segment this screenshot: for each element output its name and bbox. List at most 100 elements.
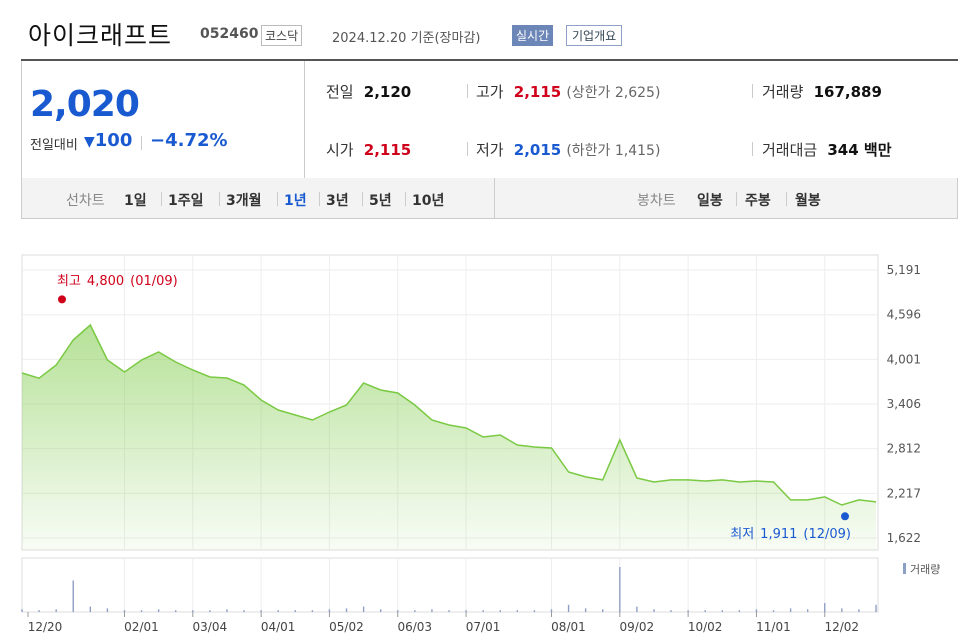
separator <box>141 136 142 150</box>
tab[interactable]: 1주일 <box>168 193 204 209</box>
market-badge: 코스닥 <box>261 25 303 46</box>
info-label: 저가 <box>476 141 504 159</box>
low-annotation-part: 1,911 <box>760 527 797 542</box>
volume-bar <box>670 610 672 612</box>
volume-bar <box>209 610 211 612</box>
volume-bar <box>328 609 331 612</box>
line <box>21 323 877 506</box>
volume-bar <box>721 610 723 612</box>
price-box <box>21 61 305 178</box>
tab[interactable]: 일봉 <box>697 193 723 209</box>
separator <box>405 192 406 206</box>
info-sub: (상한가 2,625) <box>566 85 661 101</box>
tab-label: 선차트 <box>66 193 105 209</box>
y-tick-label: 4,001 <box>887 352 921 366</box>
volume-bar <box>772 610 775 612</box>
info-label: 전일 <box>326 83 354 101</box>
info-cell: 거래대금 344 백만 <box>762 139 892 160</box>
volume-bar <box>362 606 365 612</box>
separator <box>786 192 787 206</box>
area <box>22 325 876 550</box>
tab[interactable]: 월봉 <box>795 193 821 209</box>
low-annotation-part: (12/09) <box>803 527 851 542</box>
info-value: 2,120 <box>363 83 412 101</box>
x-tick-label: 04/01 <box>261 620 296 634</box>
info-cell: 저가 2,015 (하한가 1,415) <box>476 139 660 160</box>
low-annotation: 최저 1,911 (12/09) <box>730 527 851 542</box>
separator <box>752 84 753 98</box>
volume-bar <box>755 609 758 612</box>
x-tick-label: 12/02 <box>824 620 859 634</box>
info-label: 고가 <box>476 83 504 101</box>
separator <box>494 178 495 218</box>
volume-bar <box>414 610 416 612</box>
separator <box>319 192 320 206</box>
volume-bar <box>192 610 194 612</box>
tab[interactable]: 3년 <box>326 193 349 209</box>
volume-bar <box>653 609 655 612</box>
x-tick-label: 06/03 <box>397 620 432 634</box>
x-tick-label: 05/02 <box>329 620 364 634</box>
volume-frame <box>21 557 879 613</box>
tab[interactable]: 10년 <box>412 193 445 209</box>
volume-bar <box>584 608 587 612</box>
info-value: 167,889 <box>813 83 882 101</box>
volume-bar <box>311 610 314 612</box>
x-tick-label: 11/01 <box>756 620 791 634</box>
separator <box>467 84 468 98</box>
y-tick-label: 4,596 <box>887 308 921 322</box>
volume-bar <box>123 610 126 612</box>
separator <box>362 192 363 206</box>
volume-bar <box>704 610 706 612</box>
high-annotation: 최고 4,800 (01/09) <box>57 274 178 289</box>
volume-bar <box>824 603 826 612</box>
volume-bar <box>789 608 792 612</box>
tab-label: 봉차트 <box>637 193 676 209</box>
volume-bar <box>636 606 638 612</box>
low-marker <box>841 512 849 521</box>
info-cell: 고가 2,115 (상한가 2,625) <box>476 81 660 102</box>
company-button[interactable]: 기업개요 <box>566 25 623 46</box>
info-label: 거래량 <box>762 83 804 101</box>
volume-legend-mark <box>903 563 906 574</box>
volume-bar <box>175 610 177 612</box>
x-tick-label: 10/02 <box>688 620 723 634</box>
y-tick-label: 2,812 <box>887 442 921 456</box>
realtime-button[interactable]: 실시간 <box>512 25 554 46</box>
volume-bar <box>345 608 348 612</box>
x-tick-label: 12/20 <box>28 620 63 634</box>
separator <box>736 192 737 206</box>
volume-bar <box>875 604 877 612</box>
volume-legend: 거래량 <box>910 563 940 576</box>
change-rate: −4.72% <box>150 130 228 151</box>
separator <box>467 142 468 156</box>
tab[interactable]: 5년 <box>369 193 392 209</box>
volume-bar <box>738 610 741 612</box>
x-tick-label: 03/04 <box>193 620 228 634</box>
change-value: 100 <box>94 130 133 151</box>
high-annotation-part: 4,800 <box>87 274 124 289</box>
tab[interactable]: 3개월 <box>226 193 262 209</box>
tab[interactable]: 1일 <box>124 193 147 209</box>
volume-bar <box>294 610 296 612</box>
tab[interactable]: 주봉 <box>745 193 771 209</box>
volume-bar <box>157 609 160 612</box>
x-tick-label: 08/01 <box>551 620 586 634</box>
volume-bar <box>465 610 467 612</box>
tab[interactable]: 1년 <box>284 193 307 209</box>
volume-bar <box>841 608 843 612</box>
info-label: 거래대금 <box>762 141 818 159</box>
volume-bar <box>89 606 92 612</box>
y-tick-label: 3,406 <box>887 397 921 411</box>
info-value: 344 백만 <box>827 141 892 159</box>
volume-bar <box>72 580 74 612</box>
info-label: 시가 <box>326 141 354 159</box>
info-cell: 거래량 167,889 <box>762 81 882 102</box>
info-value: 2,115 <box>513 83 562 101</box>
volume-bar <box>379 609 382 612</box>
info-cell: 전일 2,120 <box>326 81 411 102</box>
y-tick-label: 5,191 <box>887 263 921 277</box>
title: 아이크래프트 <box>28 21 173 50</box>
